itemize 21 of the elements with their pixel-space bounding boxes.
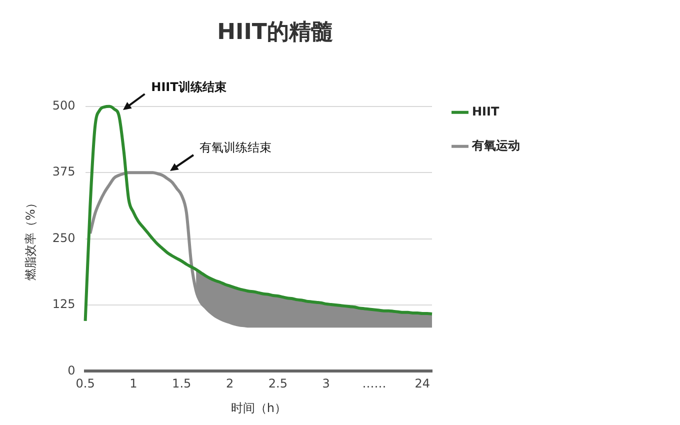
x-axis-title: 时间（h） [230, 400, 286, 415]
x-tick-label: 2 [226, 376, 234, 391]
legend-label: 有氧运动 [471, 138, 520, 153]
y-tick-label: 0 [68, 363, 76, 378]
chart-title: HIIT的精髓 [217, 20, 334, 45]
text: HIIT训练结束 [151, 80, 226, 94]
y-axis-title: 燃脂效率（%） [23, 197, 38, 281]
x-tick-label: 0.5 [76, 376, 95, 391]
x-tick-label: 24 [414, 376, 430, 391]
x-tick-label: 1 [130, 376, 138, 391]
line-series [84, 104, 434, 322]
annotation: 有氧训练结束 [200, 140, 272, 155]
x-tick-label: 1.5 [172, 376, 192, 391]
y-tick-label: 375 [52, 164, 76, 179]
y-tick-label: 500 [52, 98, 76, 113]
x-tick-label: 2.5 [268, 376, 288, 391]
y-tick-label: 250 [52, 230, 76, 245]
x-tick-label: …… [362, 376, 386, 391]
x-tick-label: 3 [322, 376, 330, 391]
legend-label: HIIT [472, 104, 500, 119]
y-tick-label: 125 [52, 297, 76, 312]
